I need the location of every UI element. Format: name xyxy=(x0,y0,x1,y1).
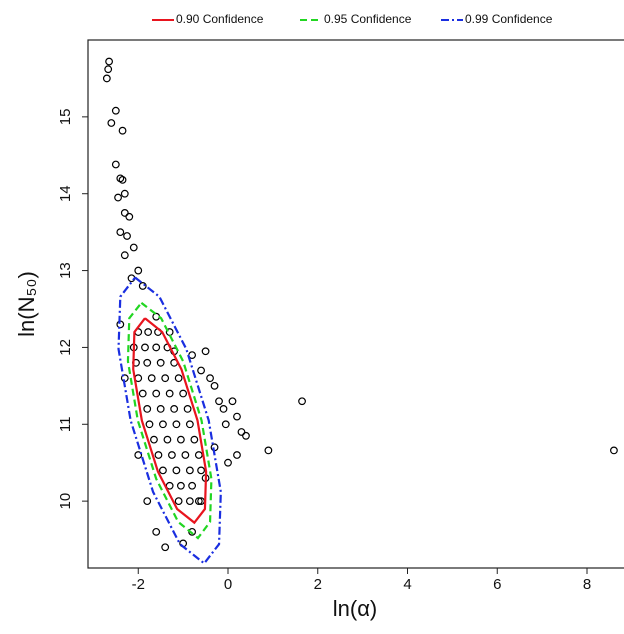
y-tick-label: 10 xyxy=(57,493,74,510)
legend-label: 0.99 Confidence xyxy=(465,12,553,26)
data-point xyxy=(138,282,147,290)
data-point xyxy=(145,420,154,429)
data-point xyxy=(156,405,165,413)
y-tick-label: 15 xyxy=(57,109,74,126)
data-point xyxy=(172,420,181,429)
data-point xyxy=(188,481,197,490)
data-point xyxy=(298,397,306,406)
data-point xyxy=(165,389,174,398)
data-point xyxy=(201,347,210,356)
data-point xyxy=(179,389,188,398)
data-point xyxy=(120,189,129,198)
data-point xyxy=(159,466,167,475)
data-point xyxy=(129,243,138,252)
x-tick-label: -2 xyxy=(132,576,145,593)
data-point xyxy=(118,175,127,184)
data-point xyxy=(233,412,241,421)
data-point xyxy=(144,328,153,336)
data-point xyxy=(111,106,120,115)
data-point xyxy=(161,374,170,383)
data-point xyxy=(176,481,185,490)
data-point xyxy=(134,266,143,275)
data-point xyxy=(143,358,152,367)
data-point xyxy=(174,497,183,506)
y-tick-label: 12 xyxy=(57,339,74,356)
data-point xyxy=(152,343,161,352)
data-point xyxy=(111,160,120,169)
data-point xyxy=(163,435,172,444)
confidence-ellipse xyxy=(132,317,208,525)
data-point xyxy=(125,212,134,221)
data-point xyxy=(190,435,199,444)
legend-label: 0.95 Confidence xyxy=(324,12,412,26)
data-point xyxy=(237,428,246,436)
data-point xyxy=(134,451,143,459)
data-point xyxy=(118,126,127,135)
data-point xyxy=(215,397,223,406)
data-point xyxy=(102,74,111,83)
data-point xyxy=(185,497,194,506)
data-point xyxy=(219,405,228,413)
data-point xyxy=(228,397,237,406)
confidence-ellipse xyxy=(126,301,213,540)
data-point xyxy=(143,405,152,413)
data-point xyxy=(194,451,203,459)
data-point xyxy=(221,420,230,429)
data-point xyxy=(210,381,219,390)
x-tick-label: 8 xyxy=(583,576,591,593)
data-point xyxy=(104,65,113,74)
data-point xyxy=(233,451,241,459)
data-point xyxy=(114,193,122,202)
data-point xyxy=(154,451,163,459)
data-point xyxy=(152,389,161,398)
data-point xyxy=(170,405,179,413)
confidence-ellipse xyxy=(117,276,222,565)
data-point xyxy=(143,497,152,506)
x-tick-label: 4 xyxy=(403,576,411,593)
data-point xyxy=(185,466,194,475)
data-point xyxy=(185,420,194,429)
data-point xyxy=(174,374,183,383)
data-point xyxy=(206,374,214,383)
data-point xyxy=(123,232,131,240)
data-point xyxy=(197,366,205,375)
data-point xyxy=(197,466,205,475)
data-point xyxy=(183,405,192,413)
x-axis-label: ln(α) xyxy=(333,596,378,621)
data-point xyxy=(141,343,149,352)
data-point xyxy=(264,446,273,455)
legend-label: 0.90 Confidence xyxy=(176,12,264,26)
plot-frame xyxy=(87,39,624,569)
data-point xyxy=(138,389,147,398)
data-point xyxy=(224,458,232,467)
data-point xyxy=(116,228,125,237)
data-point xyxy=(120,209,129,217)
y-tick-label: 14 xyxy=(57,185,74,202)
data-point xyxy=(105,57,113,66)
data-point xyxy=(147,374,156,383)
x-tick-label: 0 xyxy=(224,576,232,593)
y-axis-label: ln(N₅₀) xyxy=(14,271,39,337)
data-point xyxy=(116,174,125,183)
data-point xyxy=(176,435,185,444)
y-tick-label: 13 xyxy=(57,262,74,279)
data-point xyxy=(610,446,618,455)
y-tick-label: 11 xyxy=(57,416,74,432)
x-tick-label: 2 xyxy=(314,576,322,593)
data-point xyxy=(242,431,250,440)
data-point xyxy=(120,251,129,260)
data-point xyxy=(156,358,165,367)
data-point xyxy=(152,527,161,536)
data-point xyxy=(194,497,203,506)
data-point xyxy=(172,466,181,475)
data-point xyxy=(181,451,190,459)
data-point xyxy=(168,451,176,459)
data-point xyxy=(107,119,116,127)
data-point xyxy=(159,420,167,429)
data-point xyxy=(161,543,170,552)
x-tick-label: 6 xyxy=(493,576,501,593)
data-point xyxy=(150,435,158,444)
